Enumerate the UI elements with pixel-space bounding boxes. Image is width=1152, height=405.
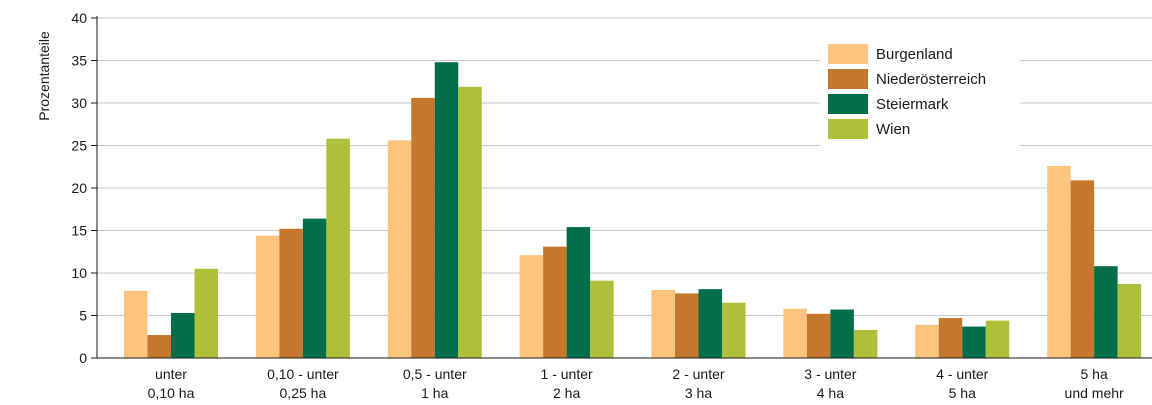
x-tick-label: 5 ha [1081,366,1108,382]
x-tick-labels: unter 0,10 ha 0,10 - unter 0,25 ha 0,5 - unt… [148,366,1124,401]
bar-wien-6 [985,320,1010,358]
legend: Burgenland Niederösterreich Steiermark Wien [820,40,1020,148]
legend-label: Burgenland [876,46,953,63]
y-tick-label: 35 [71,53,87,69]
bar-steiermark-1 [302,218,327,358]
x-tick-label: und mehr [1065,385,1124,401]
x-tick-label: 1 - unter [541,366,593,382]
legend-label: Steiermark [876,96,949,113]
bar-burgenland-4 [651,290,675,358]
legend-swatch [828,44,868,64]
x-tick-label: 2 - unter [672,366,724,382]
legend-label: Wien [876,121,910,138]
bar-burgenland-6 [915,324,939,358]
x-tick-label: unter [155,366,187,382]
bar-burgenland-2 [387,140,412,358]
y-tick-label: 40 [71,10,87,26]
y-tick-label: 25 [71,138,87,154]
x-tick-label: 4 ha [817,385,844,401]
y-tick-label: 5 [79,308,87,324]
bar-steiermark-6 [962,326,986,358]
bar-nieder-sterreich-7 [1070,180,1095,358]
y-tick-label: 10 [71,265,87,281]
bar-steiermark-4 [698,289,722,358]
bar-steiermark-0 [171,312,195,358]
bar-burgenland-7 [1047,165,1071,358]
legend-swatch [828,69,868,89]
y-tick-label: 0 [79,350,87,366]
bar-burgenland-5 [783,308,807,358]
y-tick-labels: 0 5 10 15 20 25 30 35 40 [71,10,97,366]
x-tick-label: 1 ha [421,385,448,401]
bar-wien-0 [194,268,218,358]
bars [124,62,1142,359]
x-tick-label: 2 ha [553,385,580,401]
bar-wien-2 [458,86,482,358]
bar-nieder-sterreich-4 [675,293,699,358]
x-tick-label: 3 ha [685,385,712,401]
x-tick-label: 5 ha [949,385,976,401]
bar-wien-1 [326,138,350,358]
legend-swatch [828,119,868,139]
bar-nieder-sterreich-1 [279,228,303,358]
y-tick-label: 15 [71,223,87,239]
bar-burgenland-3 [519,255,544,358]
bar-nieder-sterreich-6 [938,318,963,358]
bar-nieder-sterreich-0 [147,335,171,358]
bar-steiermark-7 [1094,266,1118,358]
bar-burgenland-1 [255,235,280,358]
bar-steiermark-2 [434,62,459,358]
legend-swatch [828,94,868,114]
bar-wien-4 [722,302,746,358]
x-tick-label: 0,10 ha [148,385,195,401]
x-tick-label: 0,25 ha [280,385,327,401]
x-tick-label: 0,5 - unter [403,366,467,382]
bar-wien-7 [1117,284,1142,358]
x-tick-label: 3 - unter [804,366,856,382]
axes [96,16,1152,359]
bar-nieder-sterreich-3 [543,246,567,358]
x-tick-label: 4 - unter [936,366,988,382]
bar-steiermark-5 [830,309,854,358]
bar-wien-3 [590,280,614,358]
bar-wien-5 [853,329,878,358]
y-axis-label: Prozentanteile [36,31,52,121]
bar-nieder-sterreich-2 [411,97,435,359]
bar-steiermark-3 [566,227,591,358]
y-tick-label: 20 [71,180,87,196]
x-tick-label: 0,10 - unter [267,366,339,382]
bar-burgenland-0 [124,290,148,358]
bar-nieder-sterreich-5 [806,313,831,358]
y-tick-label: 30 [71,95,87,111]
legend-label: Niederösterreich [876,71,986,88]
